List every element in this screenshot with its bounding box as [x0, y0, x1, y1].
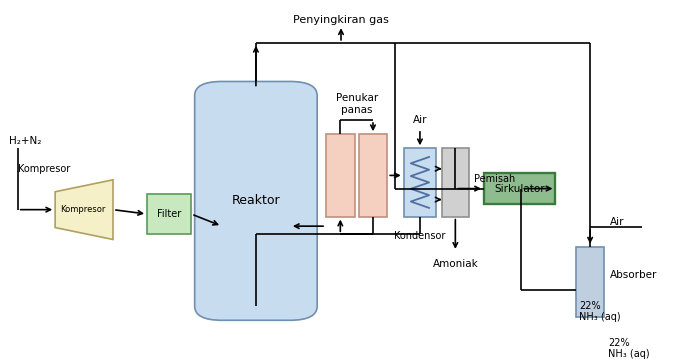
- Text: Penukar
panas: Penukar panas: [336, 93, 378, 115]
- FancyBboxPatch shape: [404, 148, 436, 217]
- FancyBboxPatch shape: [484, 173, 555, 204]
- Text: Kompresor: Kompresor: [18, 164, 70, 174]
- Text: 22%
NH₃ (aq): 22% NH₃ (aq): [608, 338, 649, 359]
- Text: H₂+N₂: H₂+N₂: [9, 136, 41, 146]
- FancyBboxPatch shape: [576, 246, 604, 317]
- Text: Kondensor: Kondensor: [394, 231, 445, 241]
- Text: Air: Air: [413, 115, 427, 125]
- Text: Kompresor: Kompresor: [60, 205, 106, 214]
- Text: Penyingkiran gas: Penyingkiran gas: [293, 15, 389, 25]
- Text: Air: Air: [610, 217, 624, 227]
- Text: Absorber: Absorber: [610, 270, 657, 280]
- FancyBboxPatch shape: [194, 81, 317, 320]
- Polygon shape: [55, 180, 113, 240]
- Text: Amoniak: Amoniak: [432, 259, 478, 269]
- FancyBboxPatch shape: [326, 134, 355, 217]
- FancyBboxPatch shape: [442, 148, 469, 217]
- Text: Filter: Filter: [157, 209, 181, 219]
- FancyBboxPatch shape: [147, 194, 191, 234]
- Text: Sirkulator: Sirkulator: [494, 184, 545, 193]
- Text: Pemisah: Pemisah: [475, 174, 516, 184]
- Text: 22%
NH₃ (aq): 22% NH₃ (aq): [579, 301, 621, 322]
- FancyBboxPatch shape: [359, 134, 387, 217]
- Text: Reaktor: Reaktor: [232, 194, 280, 207]
